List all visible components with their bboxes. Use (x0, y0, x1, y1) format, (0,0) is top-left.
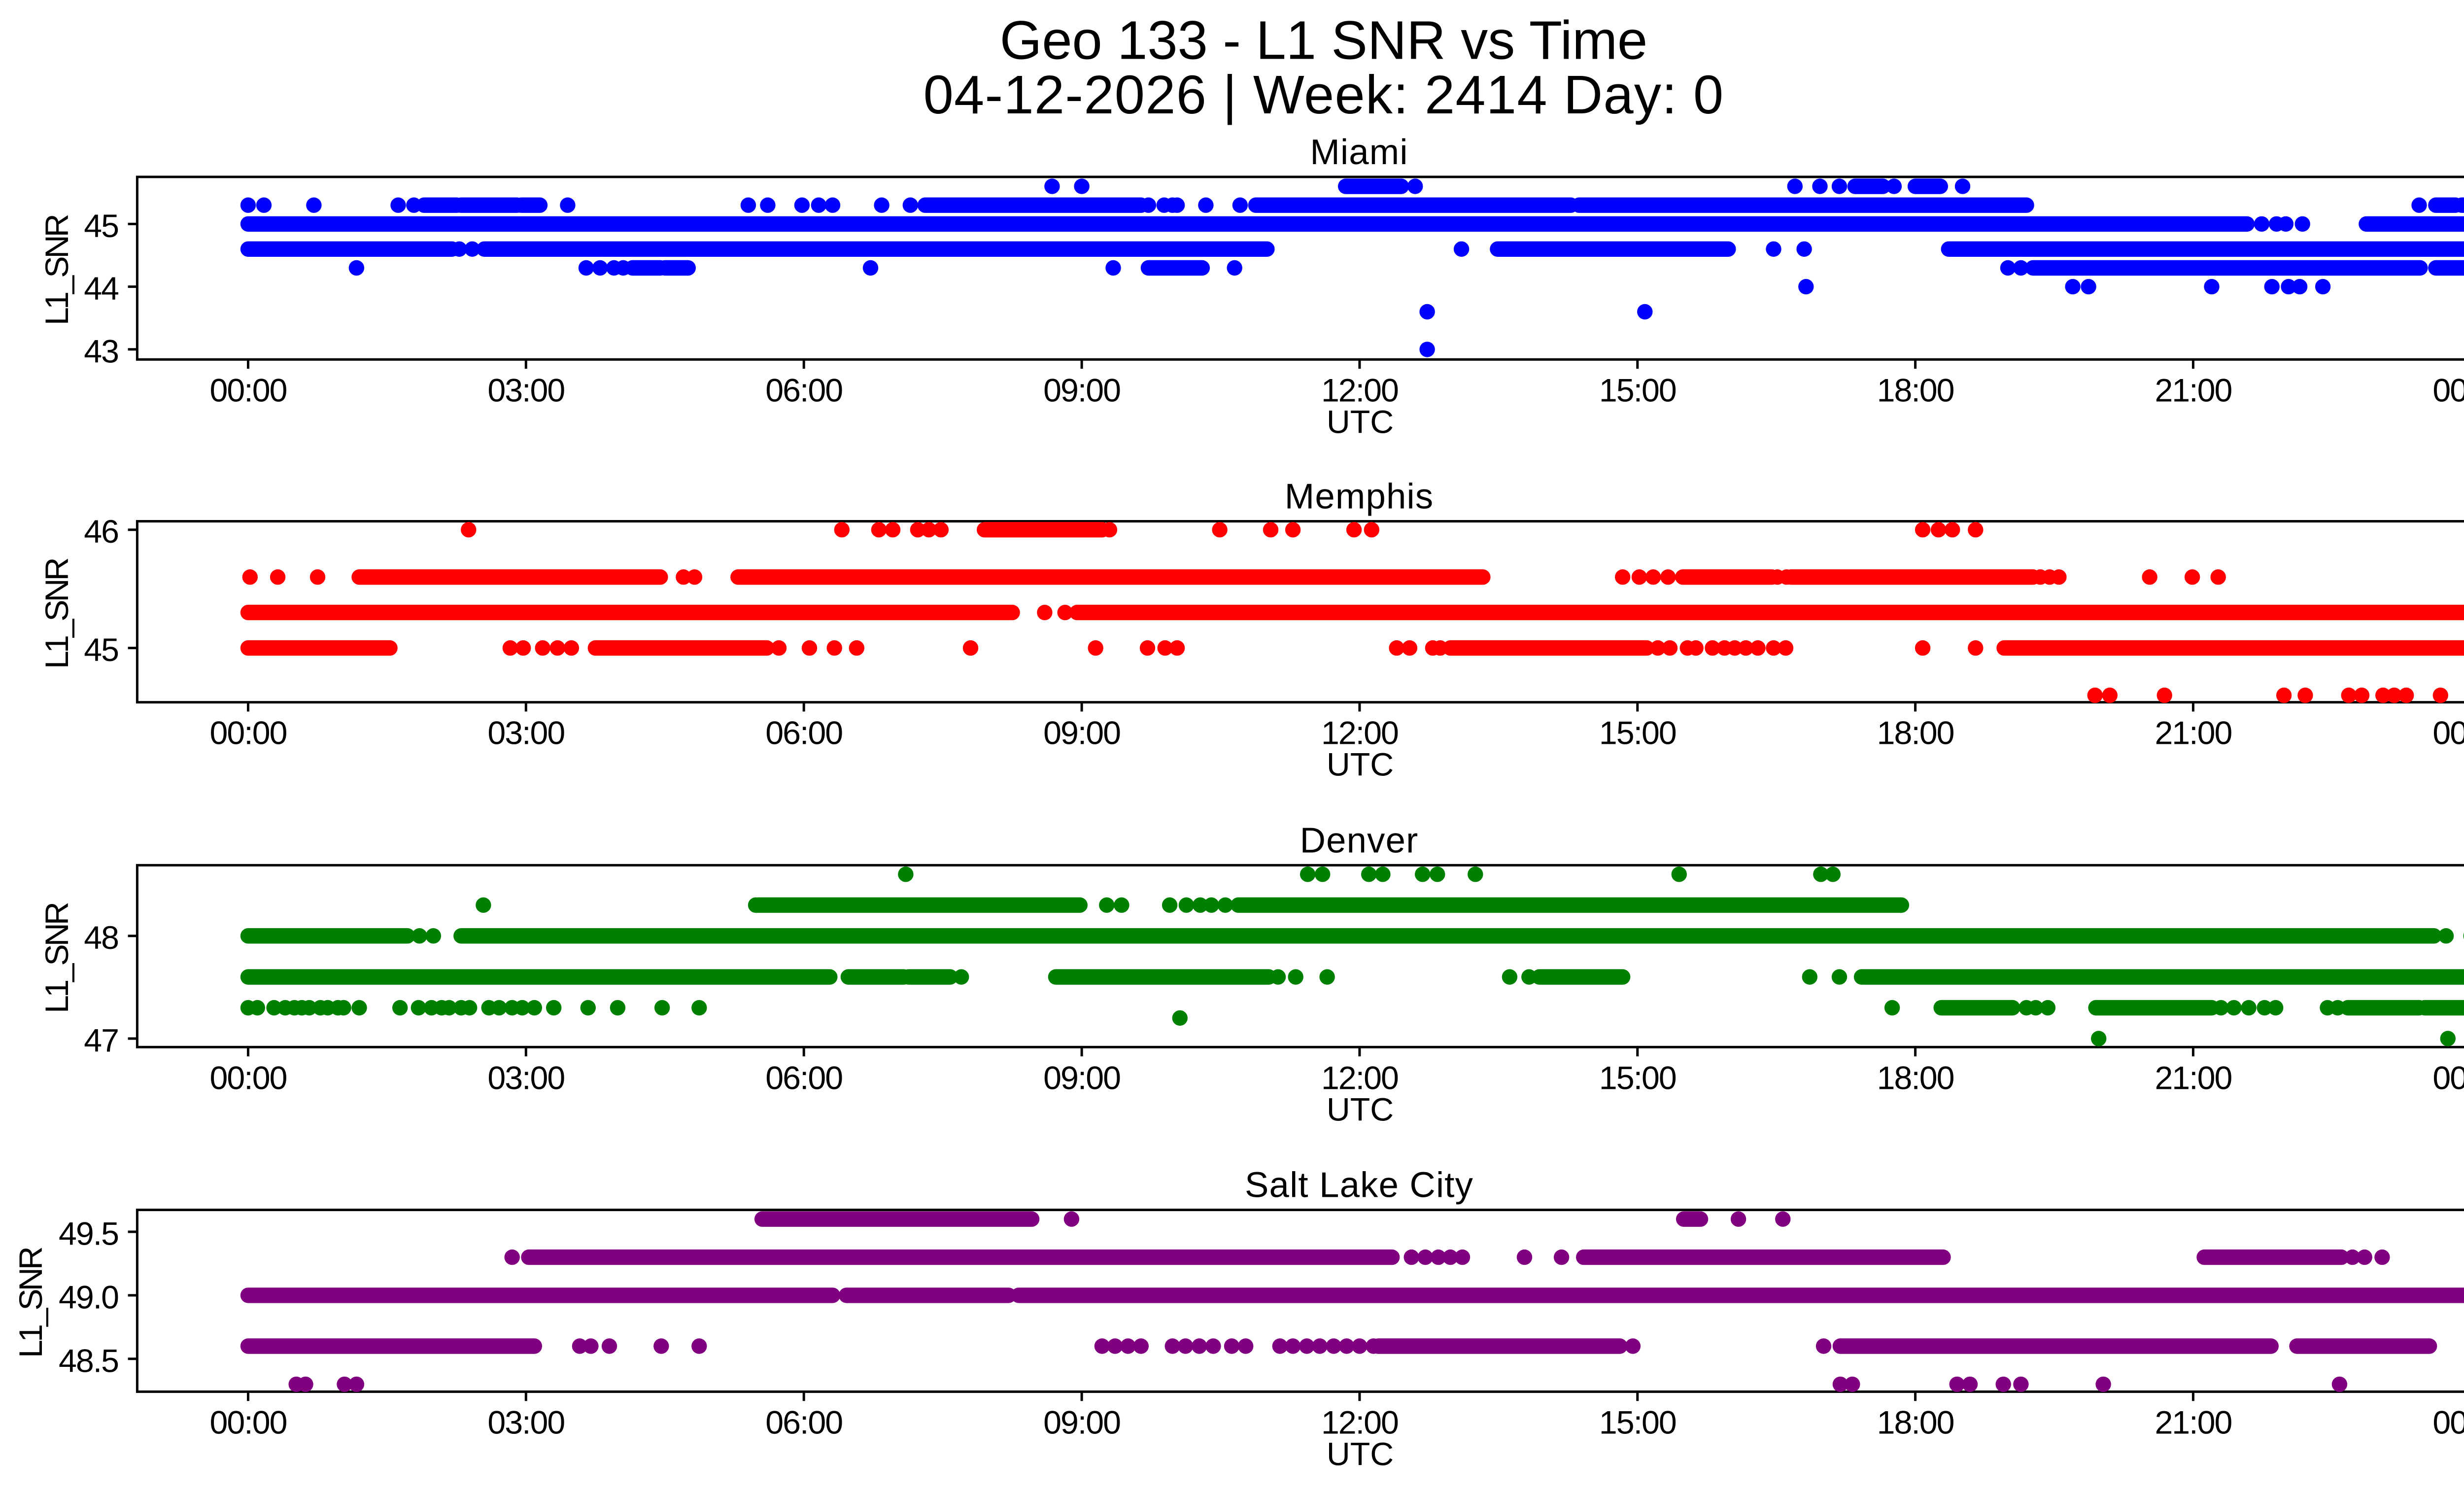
svg-text:UTC: UTC (1327, 1091, 1394, 1128)
svg-text:L1_SNR: L1_SNR (39, 903, 75, 1013)
svg-text:03:00: 03:00 (487, 715, 564, 752)
svg-text:Geo 133 - L1 SNR vs Time: Geo 133 - L1 SNR vs Time (1000, 10, 1647, 71)
svg-text:18:00: 18:00 (1877, 372, 1954, 409)
svg-text:UTC: UTC (1327, 747, 1394, 783)
svg-text:00:00: 00:00 (2432, 1404, 2464, 1441)
svg-text:Miami: Miami (1310, 132, 1408, 172)
svg-text:00:00: 00:00 (210, 1060, 287, 1096)
svg-text:44: 44 (84, 271, 118, 307)
svg-text:UTC: UTC (1327, 1436, 1394, 1472)
svg-text:21:00: 21:00 (2155, 1404, 2231, 1441)
svg-text:18:00: 18:00 (1877, 715, 1954, 752)
svg-text:09:00: 09:00 (1043, 1060, 1120, 1096)
svg-text:L1_SNR: L1_SNR (39, 558, 75, 669)
svg-text:18:00: 18:00 (1877, 1060, 1954, 1096)
svg-text:21:00: 21:00 (2155, 1060, 2231, 1096)
svg-text:00:00: 00:00 (210, 1404, 287, 1441)
svg-text:Memphis: Memphis (1285, 477, 1434, 517)
svg-text:03:00: 03:00 (487, 1060, 564, 1096)
svg-text:L1_SNR: L1_SNR (39, 215, 75, 325)
svg-text:12:00: 12:00 (1321, 1404, 1398, 1441)
svg-text:06:00: 06:00 (765, 1060, 842, 1096)
svg-text:12:00: 12:00 (1321, 372, 1398, 409)
svg-text:49.5: 49.5 (59, 1216, 118, 1252)
svg-text:48: 48 (84, 920, 118, 956)
svg-text:43: 43 (84, 333, 118, 370)
svg-text:21:00: 21:00 (2155, 372, 2231, 409)
svg-text:46: 46 (84, 514, 118, 550)
svg-text:47: 47 (84, 1023, 118, 1059)
svg-text:04-12-2026 | Week: 2414 Day: 0: 04-12-2026 | Week: 2414 Day: 0 (924, 65, 1724, 125)
svg-text:06:00: 06:00 (765, 372, 842, 409)
svg-text:12:00: 12:00 (1321, 715, 1398, 752)
svg-text:06:00: 06:00 (765, 715, 842, 752)
svg-text:03:00: 03:00 (487, 1404, 564, 1441)
svg-text:45: 45 (84, 632, 118, 668)
svg-text:00:00: 00:00 (2432, 715, 2464, 752)
svg-text:49.0: 49.0 (59, 1279, 118, 1316)
svg-text:00:00: 00:00 (210, 372, 287, 409)
svg-text:15:00: 15:00 (1599, 1404, 1676, 1441)
svg-text:18:00: 18:00 (1877, 1404, 1954, 1441)
svg-text:UTC: UTC (1327, 404, 1394, 440)
svg-text:L1_SNR: L1_SNR (13, 1248, 49, 1358)
svg-text:00:00: 00:00 (2432, 1060, 2464, 1096)
svg-text:09:00: 09:00 (1043, 715, 1120, 752)
svg-text:45: 45 (84, 208, 118, 244)
svg-text:15:00: 15:00 (1599, 372, 1676, 409)
svg-text:21:00: 21:00 (2155, 715, 2231, 752)
svg-text:00:00: 00:00 (2432, 372, 2464, 409)
svg-text:Salt Lake City: Salt Lake City (1245, 1165, 1473, 1205)
svg-text:00:00: 00:00 (210, 715, 287, 752)
svg-text:Denver: Denver (1300, 820, 1419, 860)
svg-text:15:00: 15:00 (1599, 715, 1676, 752)
svg-text:03:00: 03:00 (487, 372, 564, 409)
svg-text:48.5: 48.5 (59, 1343, 118, 1379)
svg-text:09:00: 09:00 (1043, 372, 1120, 409)
svg-text:06:00: 06:00 (765, 1404, 842, 1441)
svg-text:09:00: 09:00 (1043, 1404, 1120, 1441)
svg-text:15:00: 15:00 (1599, 1060, 1676, 1096)
svg-text:12:00: 12:00 (1321, 1060, 1398, 1096)
